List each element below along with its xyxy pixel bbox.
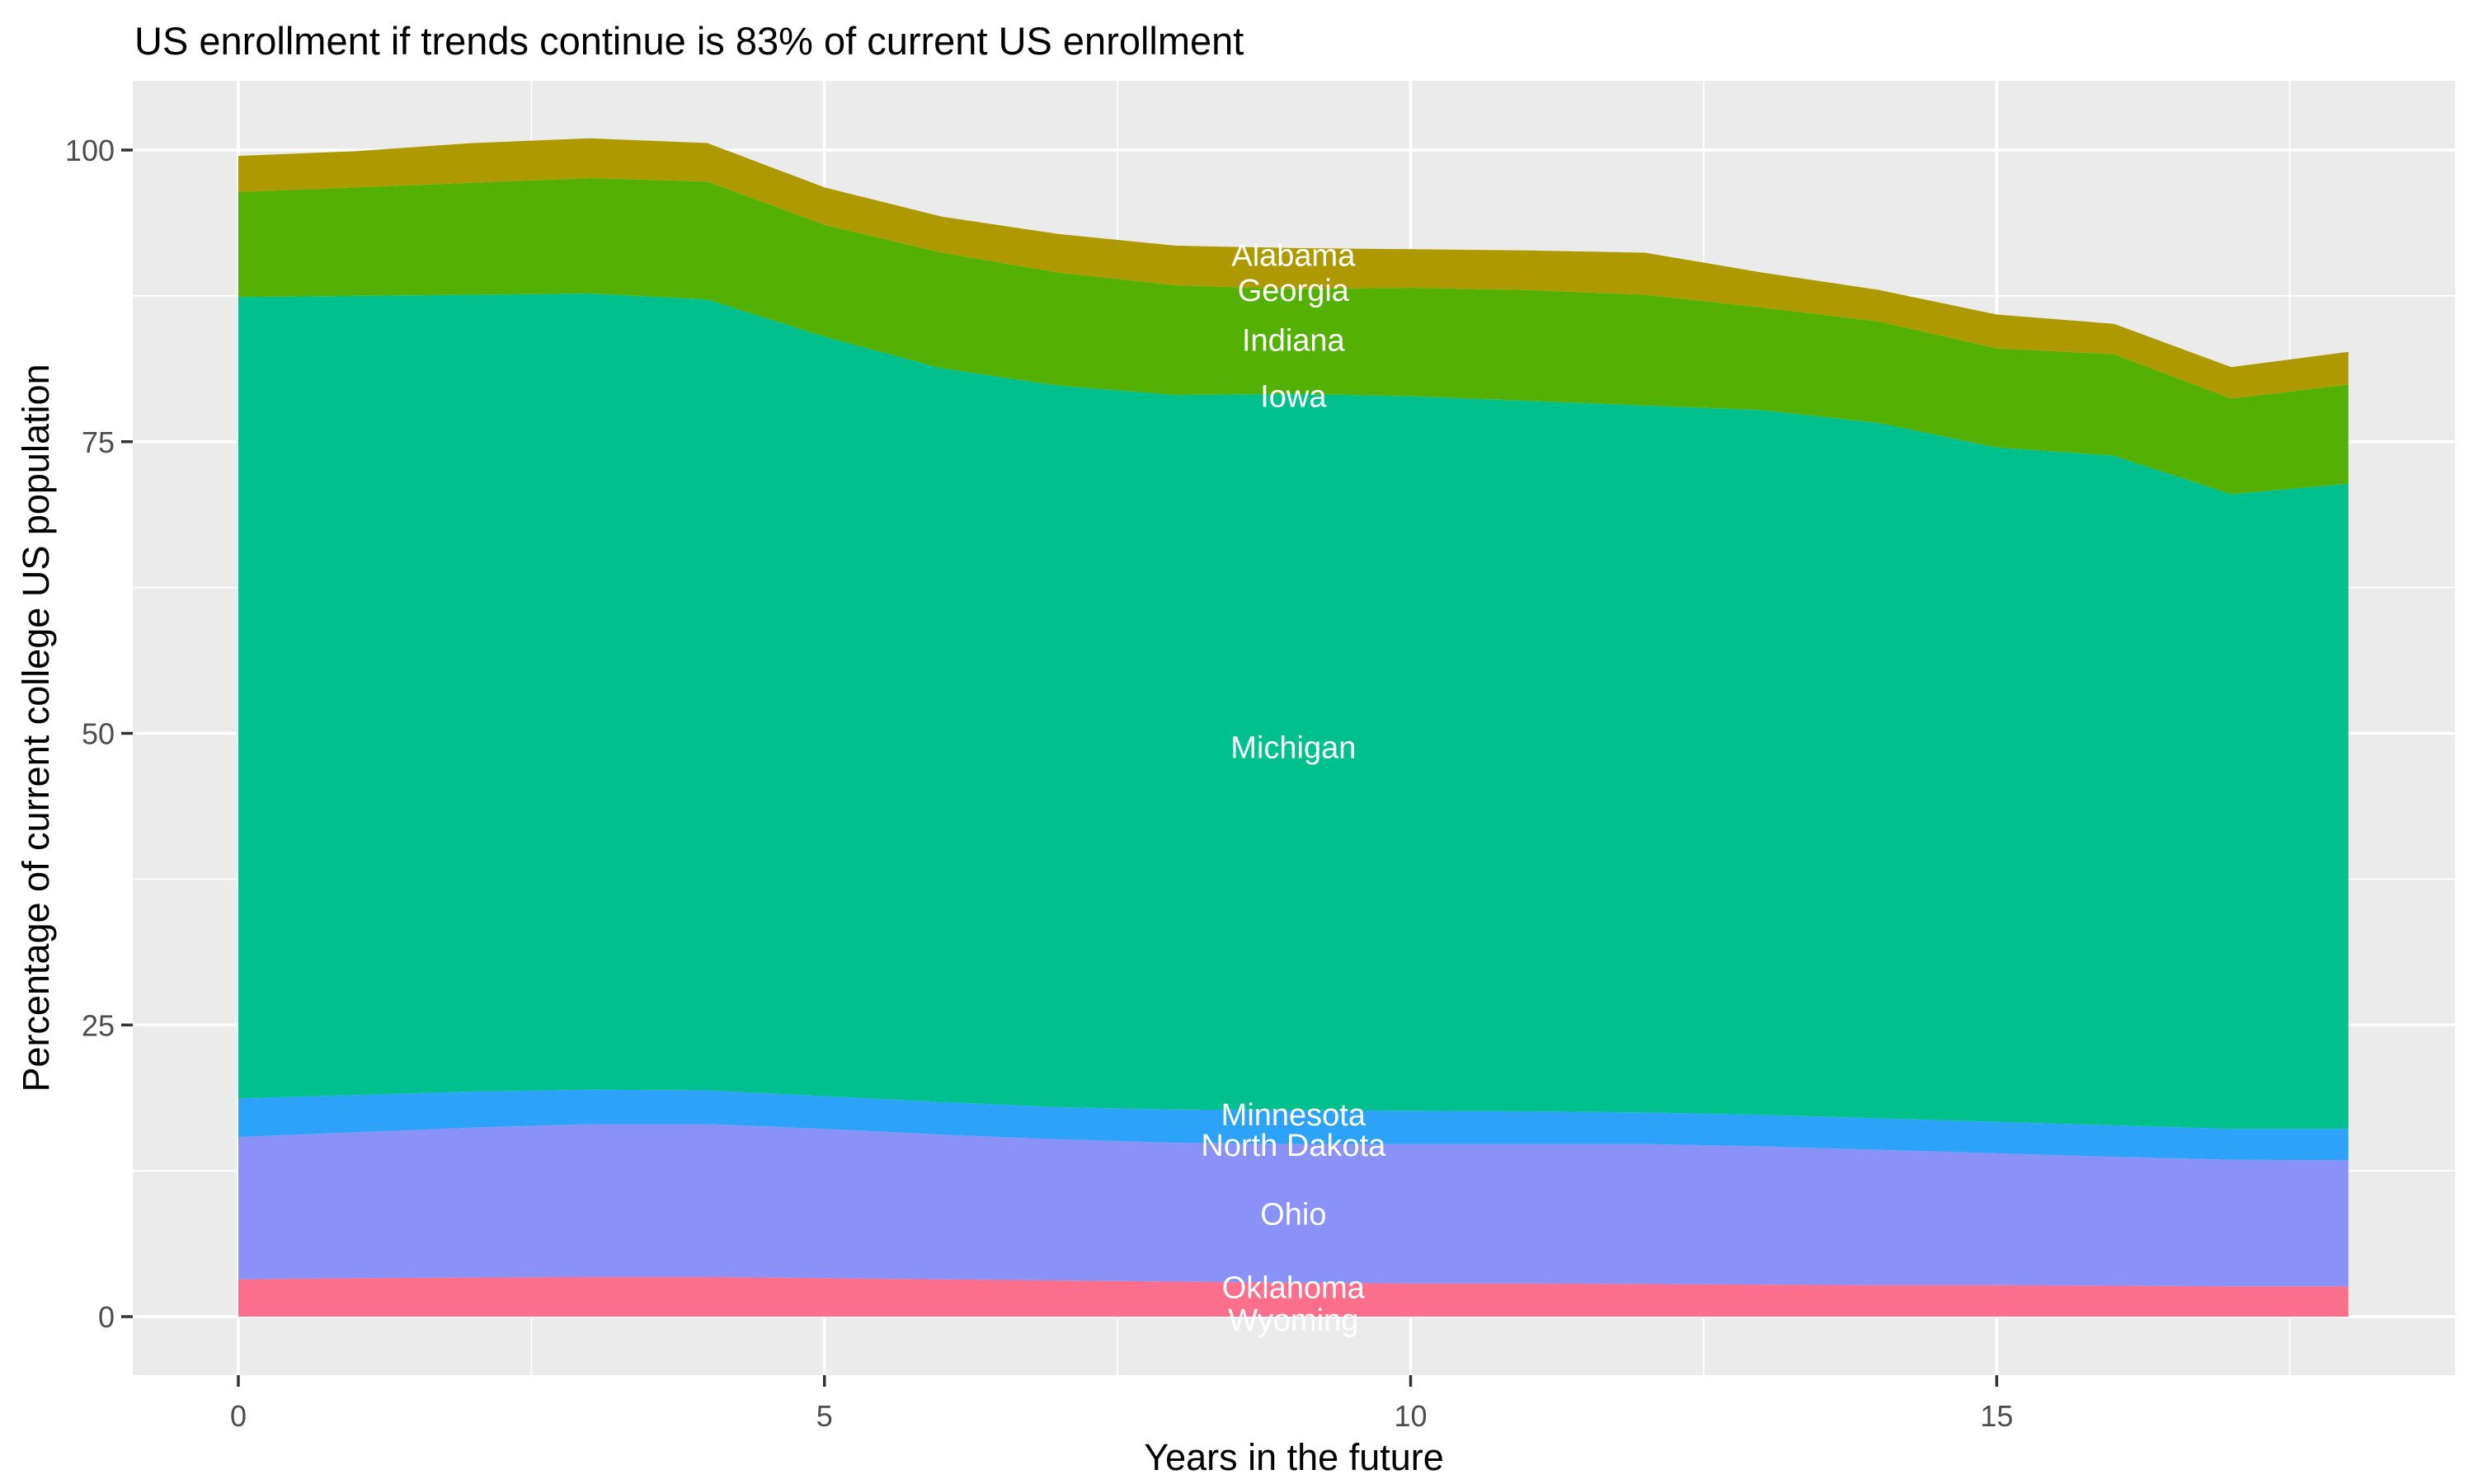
state-label-north-dakota: North Dakota xyxy=(1201,1129,1386,1163)
state-label-ohio: Ohio xyxy=(1260,1197,1326,1232)
state-label-georgia: Georgia xyxy=(1238,274,1350,308)
state-label-oklahoma: Oklahoma xyxy=(1222,1271,1366,1306)
y-tick-label: 0 xyxy=(98,1300,115,1334)
x-tick-label: 0 xyxy=(230,1399,247,1433)
state-label-minnesota: Minnesota xyxy=(1221,1098,1366,1133)
area-oklahoma xyxy=(238,1276,2349,1317)
y-axis-title: Percentage of current college US populat… xyxy=(15,364,57,1092)
area-indiana xyxy=(238,178,2349,495)
state-label-michigan: Michigan xyxy=(1230,730,1356,765)
x-axis-title: Years in the future xyxy=(1144,1436,1444,1478)
x-tick-label: 5 xyxy=(816,1399,833,1433)
area-alabama xyxy=(238,138,2349,399)
y-tick-label: 100 xyxy=(65,134,115,167)
y-tick-label: 25 xyxy=(82,1008,115,1042)
state-label-alabama: Alabama xyxy=(1231,238,1356,273)
y-tick-label: 50 xyxy=(82,717,115,751)
x-tick-label: 15 xyxy=(1980,1399,2013,1433)
area-ohio xyxy=(238,1124,2349,1287)
x-tick-label: 10 xyxy=(1394,1399,1427,1433)
y-tick-label: 75 xyxy=(82,425,115,459)
state-label-indiana: Indiana xyxy=(1242,324,1346,359)
state-label-iowa: Iowa xyxy=(1260,380,1327,415)
state-label-wyoming: Wyoming xyxy=(1228,1303,1358,1338)
area-minnesota xyxy=(238,1089,2349,1161)
area-michigan xyxy=(238,294,2349,1129)
chart-title: US enrollment if trends continue is 83% … xyxy=(134,19,1244,63)
